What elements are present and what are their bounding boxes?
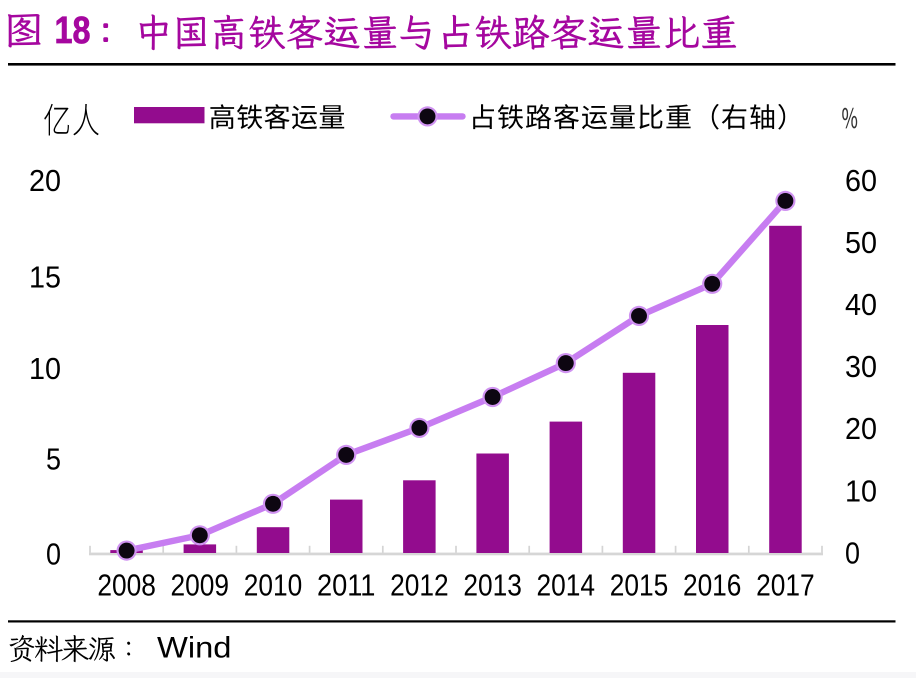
svg-text:2013: 2013	[463, 568, 522, 603]
svg-text:50: 50	[845, 225, 877, 260]
svg-text:2012: 2012	[390, 568, 449, 603]
svg-text:10: 10	[29, 351, 61, 386]
svg-text:2014: 2014	[537, 568, 596, 603]
svg-text:18: 18	[55, 10, 91, 52]
svg-text:0: 0	[845, 535, 860, 570]
svg-text:20: 20	[29, 163, 61, 198]
svg-text:2016: 2016	[683, 568, 742, 603]
svg-text:2011: 2011	[317, 568, 376, 603]
svg-text:5: 5	[46, 441, 61, 476]
svg-text:30: 30	[845, 349, 877, 384]
svg-text:2009: 2009	[171, 568, 230, 603]
svg-text:20: 20	[845, 411, 877, 446]
svg-text:60: 60	[845, 163, 877, 198]
svg-text:2015: 2015	[610, 568, 669, 603]
svg-text:2017: 2017	[756, 568, 815, 603]
svg-text:10: 10	[845, 473, 877, 508]
svg-text:2008: 2008	[97, 568, 156, 603]
svg-text:Wind: Wind	[157, 632, 232, 665]
svg-text:40: 40	[845, 287, 877, 322]
svg-text:15: 15	[29, 260, 61, 295]
svg-text:0: 0	[46, 537, 61, 572]
svg-text:2010: 2010	[244, 568, 303, 603]
